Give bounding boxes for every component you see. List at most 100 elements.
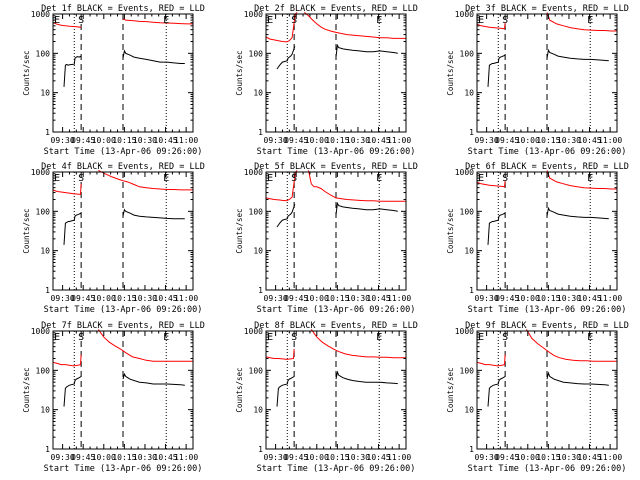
y-axis-label: Counts/sec [22, 367, 31, 412]
y-tick-label: 1 [258, 128, 263, 137]
x-tick-label: 11:00 [598, 136, 622, 145]
x-tick-label: 10:00 [92, 453, 116, 462]
lld-series-pre [265, 170, 298, 202]
y-tick-label: 1000 [244, 327, 263, 336]
x-tick-label: 10:30 [557, 294, 581, 303]
y-tick-label: 10 [464, 89, 474, 98]
x-tick-label: 09:30 [51, 453, 75, 462]
y-tick-label: 1000 [244, 10, 263, 19]
y-tick-label: 10 [40, 406, 50, 415]
y-axis-label: Counts/sec [22, 208, 31, 253]
lld-series-post [304, 12, 406, 39]
y-tick-label: 10 [253, 89, 263, 98]
x-tick-label: 11:00 [387, 294, 411, 303]
marker-label: S [502, 15, 508, 26]
x-tick-label: 10:15 [112, 136, 136, 145]
lld-series-post [97, 329, 193, 362]
x-tick-label: 10:45 [578, 136, 602, 145]
plot-frame [265, 13, 407, 133]
marker-label: E [54, 173, 60, 184]
events-series-post [546, 206, 609, 220]
x-tick-label: 10:45 [367, 136, 391, 145]
y-tick-label: 100 [460, 49, 475, 58]
marker-label: S [291, 173, 297, 184]
panel-title: Det 4f BLACK = Events, RED = LLD [41, 162, 205, 172]
y-tick-label: 10 [253, 406, 263, 415]
x-tick-label: 10:00 [305, 453, 329, 462]
y-tick-label: 10 [253, 247, 263, 256]
marker-label: S [78, 173, 84, 184]
x-tick-label: 10:45 [367, 294, 391, 303]
plot-frame [52, 13, 194, 133]
x-tick-label: 10:15 [536, 136, 560, 145]
marker-label: S [502, 332, 508, 343]
y-tick-label: 10 [40, 89, 50, 98]
x-tick-label: 10:15 [112, 453, 136, 462]
y-tick-label: 100 [249, 207, 264, 216]
events-series-post [546, 371, 609, 386]
x-tick-label: 09:30 [264, 294, 288, 303]
x-tick-label: 10:00 [92, 294, 116, 303]
x-tick-label: 09:30 [51, 136, 75, 145]
lld-series-post [310, 329, 406, 359]
x-tick-label: 10:15 [325, 453, 349, 462]
plot-frame [265, 330, 407, 450]
marker-label: E [478, 15, 484, 26]
plot-frame [476, 13, 618, 133]
lld-series-pre [265, 12, 298, 43]
y-tick-label: 1000 [31, 327, 50, 336]
marker-label: E [54, 15, 60, 26]
y-axis-label: Counts/sec [22, 50, 31, 95]
marker-label: E [587, 15, 593, 26]
marker-label: S [502, 173, 508, 184]
panel-title: Det 7f BLACK = Events, RED = LLD [41, 321, 205, 331]
marker-label: E [267, 332, 273, 343]
x-tick-label: 10:00 [516, 453, 540, 462]
panel-title: Det 8f BLACK = Events, RED = LLD [254, 321, 418, 331]
x-tick-label: 10:45 [367, 453, 391, 462]
marker-label: E [376, 15, 382, 26]
y-tick-label: 100 [460, 366, 475, 375]
panel-title: Det 3f BLACK = Events, RED = LLD [465, 4, 629, 14]
x-tick-label: 10:30 [557, 136, 581, 145]
y-tick-label: 100 [460, 207, 475, 216]
x-tick-label: 09:45 [71, 453, 95, 462]
marker-label: S [78, 15, 84, 26]
x-tick-label: 11:00 [598, 294, 622, 303]
marker-label: E [478, 332, 484, 343]
marker-label: E [376, 332, 382, 343]
plot-frame [265, 171, 407, 291]
x-tick-label: 10:15 [536, 294, 560, 303]
lld-series-pre [52, 183, 82, 195]
events-series-post [546, 48, 609, 62]
y-axis-label: Counts/sec [446, 208, 455, 253]
marker-label: E [587, 332, 593, 343]
y-tick-label: 1 [45, 445, 50, 454]
events-series-post [335, 370, 398, 385]
x-tick-label: 10:00 [92, 136, 116, 145]
marker-label: E [587, 173, 593, 184]
panel-title: Det 1f BLACK = Events, RED = LLD [41, 4, 205, 14]
x-tick-label: 11:00 [387, 136, 411, 145]
x-tick-label: 09:30 [475, 294, 499, 303]
y-tick-label: 1000 [31, 10, 50, 19]
panel-title: Det 6f BLACK = Events, RED = LLD [465, 162, 629, 172]
events-series-pre [487, 376, 506, 407]
x-tick-label: 10:00 [305, 294, 329, 303]
x-tick-label: 09:30 [264, 136, 288, 145]
y-tick-label: 1000 [31, 168, 50, 177]
x-tick-label: 10:30 [557, 453, 581, 462]
y-tick-label: 1 [45, 128, 50, 137]
marker-label: E [163, 15, 169, 26]
events-series-pre [276, 204, 296, 228]
panel-title: Det 2f BLACK = Events, RED = LLD [254, 4, 418, 14]
x-tick-label: 09:30 [264, 453, 288, 462]
x-tick-label: 10:30 [346, 294, 370, 303]
plot-frame [476, 171, 618, 291]
x-tick-label: 09:30 [51, 294, 75, 303]
y-tick-label: 1 [45, 286, 50, 295]
events-series-pre [63, 55, 82, 87]
y-tick-label: 1000 [455, 10, 474, 19]
